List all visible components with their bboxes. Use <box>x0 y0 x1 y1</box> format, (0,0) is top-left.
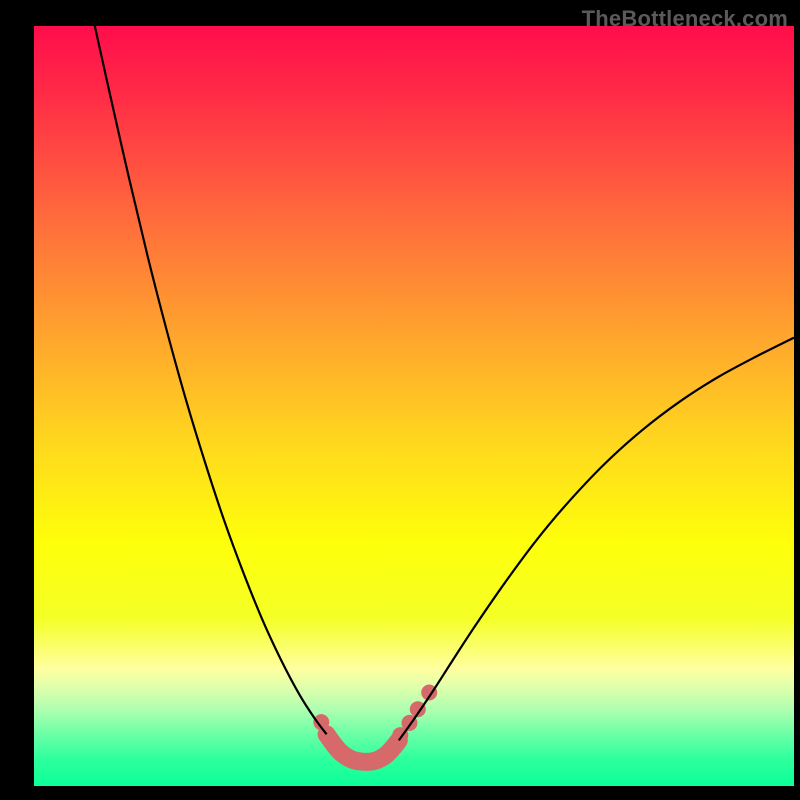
chart-svg <box>0 0 800 800</box>
plot-area <box>34 26 794 786</box>
chart-container: TheBottleneck.com <box>0 0 800 800</box>
gradient-background <box>34 26 794 786</box>
watermark-text: TheBottleneck.com <box>582 6 788 32</box>
